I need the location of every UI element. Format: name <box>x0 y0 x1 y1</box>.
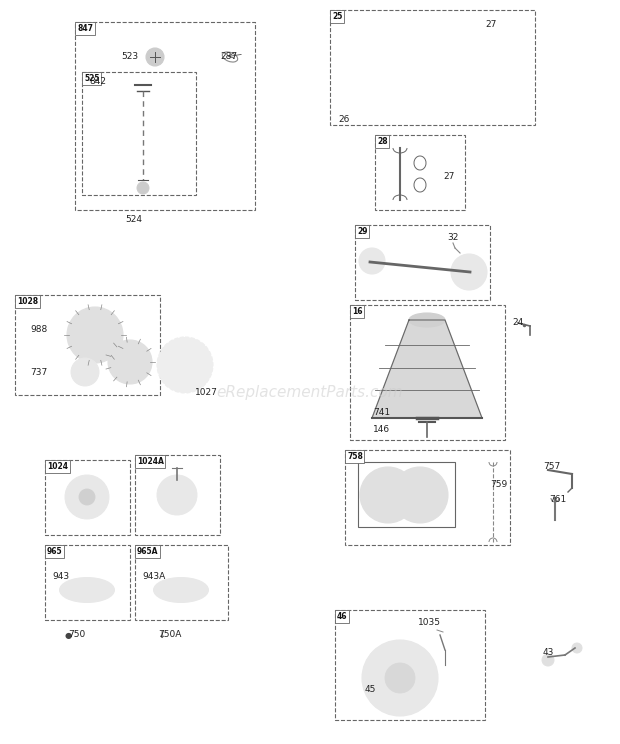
Text: 1035: 1035 <box>418 618 441 627</box>
Text: 1027: 1027 <box>195 388 218 397</box>
Text: 46: 46 <box>337 612 347 621</box>
Text: 842: 842 <box>89 77 106 86</box>
Text: 750: 750 <box>68 630 86 639</box>
Text: 758: 758 <box>347 452 363 461</box>
Polygon shape <box>372 320 482 418</box>
Circle shape <box>572 643 582 653</box>
Ellipse shape <box>60 577 115 603</box>
Text: 965: 965 <box>47 547 63 556</box>
Bar <box>350 305 505 440</box>
Circle shape <box>137 182 149 194</box>
Circle shape <box>157 337 213 393</box>
Text: 525: 525 <box>84 74 99 83</box>
Text: 759: 759 <box>490 480 507 489</box>
Text: 737: 737 <box>30 368 47 377</box>
Bar <box>82 72 196 195</box>
Text: 757: 757 <box>543 462 560 471</box>
Text: 750A: 750A <box>158 630 182 639</box>
Text: 43: 43 <box>543 648 554 657</box>
Bar <box>355 225 490 300</box>
Text: 27: 27 <box>444 172 455 181</box>
Bar <box>345 450 510 545</box>
Text: 29: 29 <box>357 227 368 236</box>
Bar <box>335 610 485 720</box>
Text: 45: 45 <box>365 685 376 694</box>
Circle shape <box>65 475 109 519</box>
Circle shape <box>392 467 448 523</box>
Bar <box>135 545 228 620</box>
Text: 847: 847 <box>77 24 93 33</box>
Text: 943A: 943A <box>142 572 166 581</box>
Circle shape <box>79 489 95 505</box>
Bar <box>75 22 255 210</box>
Text: eReplacementParts.com: eReplacementParts.com <box>216 385 404 400</box>
Text: 25: 25 <box>332 12 342 21</box>
Circle shape <box>542 654 554 666</box>
Ellipse shape <box>409 313 445 327</box>
Circle shape <box>359 248 385 274</box>
Text: 27: 27 <box>485 20 497 29</box>
Text: 943: 943 <box>52 572 69 581</box>
Circle shape <box>362 640 438 716</box>
Text: 1024A: 1024A <box>137 457 164 466</box>
Circle shape <box>451 254 487 290</box>
Bar <box>15 295 160 395</box>
Text: 24: 24 <box>512 318 523 327</box>
Text: 965A: 965A <box>137 547 159 556</box>
Text: 146: 146 <box>373 425 390 434</box>
Text: 287: 287 <box>220 52 237 61</box>
Circle shape <box>360 467 416 523</box>
Text: 524: 524 <box>125 215 142 224</box>
Text: 32: 32 <box>447 233 458 242</box>
Text: 16: 16 <box>352 307 363 316</box>
Text: 741: 741 <box>373 408 390 417</box>
Circle shape <box>157 475 197 515</box>
Circle shape <box>385 663 415 693</box>
Bar <box>358 462 455 527</box>
Text: 523: 523 <box>121 52 138 61</box>
Circle shape <box>71 358 99 386</box>
Bar <box>45 545 130 620</box>
Circle shape <box>108 340 152 384</box>
Text: ↓: ↓ <box>158 630 166 640</box>
Text: ●: ● <box>64 631 72 640</box>
Text: 761: 761 <box>549 495 566 504</box>
Text: 1024: 1024 <box>47 462 68 471</box>
Text: 26: 26 <box>338 115 350 124</box>
Bar <box>45 460 130 535</box>
Text: 28: 28 <box>377 137 388 146</box>
Bar <box>135 455 220 535</box>
Circle shape <box>67 307 123 363</box>
Ellipse shape <box>154 577 208 603</box>
Text: 988: 988 <box>30 325 47 334</box>
Text: 1028: 1028 <box>17 297 38 306</box>
Bar <box>375 135 465 210</box>
Circle shape <box>146 48 164 66</box>
Bar <box>330 10 535 125</box>
